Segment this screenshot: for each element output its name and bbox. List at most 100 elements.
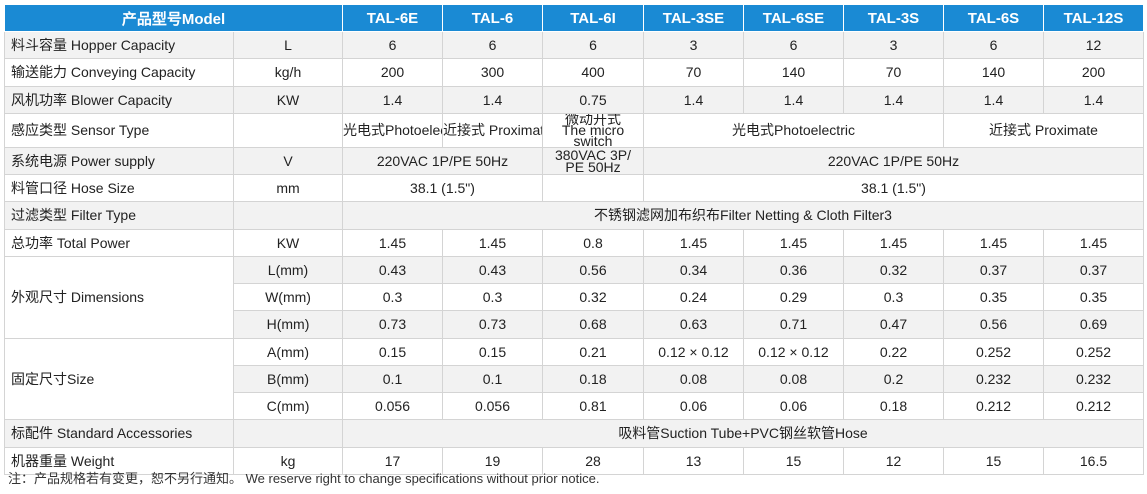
value-cell: 17 — [342, 446, 443, 475]
model-col: TAL-3S — [843, 4, 944, 32]
row-dimensions-l: 外观尺寸 Dimensions L(mm) 0.43 0.43 0.56 0.3… — [4, 255, 1144, 339]
value-cell: 400 — [542, 58, 644, 87]
value-cell: 近接式 Proximate — [943, 112, 1144, 148]
value-cell: 0.252 — [943, 337, 1044, 366]
model-col: TAL-6 — [442, 4, 543, 32]
value-cell: 220VAC 1P/PE 50Hz — [342, 146, 543, 176]
value-cell: 0.232 — [1043, 364, 1144, 394]
value-cell: 3 — [843, 30, 944, 60]
model-header: 产品型号Model — [4, 4, 343, 32]
value-cell: 0.212 — [943, 391, 1044, 421]
model-col: TAL-6S — [943, 4, 1044, 32]
value-cell: 15 — [743, 446, 844, 475]
value-cell: 光电式Photoelectric — [643, 112, 944, 148]
value-cell: 70 — [643, 58, 744, 87]
unit-cell — [233, 419, 343, 448]
value-cell: 38.1 (1.5") — [342, 173, 543, 203]
unit-cell: C(mm) — [233, 391, 343, 421]
row-fixed-b: B(mm) 0.1 0.1 0.18 0.08 0.08 0.2 0.232 0… — [5, 364, 1144, 394]
row-weight: 机器重量 Weight kg 17 19 28 13 15 12 15 16.5 — [4, 446, 1144, 475]
unit-cell: H(mm) — [233, 310, 343, 339]
value-cell: 1.45 — [643, 228, 744, 257]
value-cell: 1.4 — [442, 85, 543, 114]
value-cell: 13 — [643, 446, 744, 475]
unit-cell — [233, 201, 343, 230]
row-blower: 风机功率 Blower Capacity KW 1.4 1.4 0.75 1.4… — [4, 85, 1144, 114]
unit-cell: kg — [233, 446, 343, 475]
value-cell: 0.37 — [1043, 255, 1144, 285]
value-cell: 0.1 — [342, 364, 443, 394]
value-cell: 1.45 — [342, 228, 443, 257]
row-fixed-a: 固定尺寸Size A(mm) 0.15 0.15 0.21 0.12 × 0.1… — [4, 337, 1144, 421]
row-hose: 料管口径 Hose Size mm 38.1 (1.5") 38.1 (1.5"… — [4, 173, 1144, 203]
value-cell: 12 — [1043, 30, 1144, 60]
spec-table: 产品型号Model TAL-6E TAL-6 TAL-6I TAL-3SE TA… — [4, 4, 1144, 475]
unit-cell: mm — [233, 173, 343, 203]
unit-cell — [233, 112, 343, 148]
value-cell: 70 — [843, 58, 944, 87]
value-cell: 6 — [743, 30, 844, 60]
unit-cell: L — [233, 30, 343, 60]
value-cell: 0.35 — [943, 282, 1044, 312]
value-cell: 3 — [643, 30, 744, 60]
value-cell: 0.2 — [843, 364, 944, 394]
value-cell: 近接式 Proximate — [442, 112, 543, 148]
value-cell: 12 — [843, 446, 944, 475]
row-power-supply: 系统电源 Power supply V 220VAC 1P/PE 50Hz 38… — [4, 146, 1144, 176]
value-cell: 0.12 × 0.12 — [743, 337, 844, 366]
row-sensor: 感应类型 Sensor Type 光电式Photoelectric 近接式 Pr… — [4, 112, 1144, 148]
value-cell: 0.43 — [442, 255, 543, 285]
value-cell: 0.69 — [1043, 310, 1144, 339]
value-cell: 0.15 — [342, 337, 443, 366]
row-conveying: 输送能力 Conveying Capacity kg/h 200 300 400… — [4, 58, 1144, 87]
value-cell: 1.4 — [943, 85, 1044, 114]
value-cell — [542, 173, 644, 203]
value-cell: 300 — [442, 58, 543, 87]
value-cell: 1.45 — [843, 228, 944, 257]
value-cell: 0.08 — [743, 364, 844, 394]
row-label: 料斗容量 Hopper Capacity — [4, 30, 234, 60]
row-label: 机器重量 Weight — [4, 446, 234, 475]
value-cell: 吸料管Suction Tube+PVC钢丝软管Hose — [342, 419, 1144, 448]
row-fixed-c: C(mm) 0.056 0.056 0.81 0.06 0.06 0.18 0.… — [5, 391, 1144, 421]
value-cell: 0.06 — [643, 391, 744, 421]
unit-cell: V — [233, 146, 343, 176]
value-cell: 不锈钢滤网加布织布Filter Netting & Cloth Filter3 — [342, 201, 1144, 230]
value-cell: 0.32 — [843, 255, 944, 285]
value-cell: 19 — [442, 446, 543, 475]
value-cell: 1.4 — [643, 85, 744, 114]
value-cell: 200 — [342, 58, 443, 87]
value-cell: 0.22 — [843, 337, 944, 366]
row-label: 固定尺寸Size — [4, 337, 234, 421]
value-cell: 15 — [943, 446, 1044, 475]
value-cell: 1.45 — [743, 228, 844, 257]
value-cell: 0.12 × 0.12 — [643, 337, 744, 366]
value-cell: 1.4 — [1043, 85, 1144, 114]
value-cell: 220VAC 1P/PE 50Hz — [643, 146, 1144, 176]
row-hopper: 料斗容量 Hopper Capacity L 6 6 6 3 6 3 6 12 — [4, 30, 1144, 60]
value-cell: 0.68 — [542, 310, 644, 339]
value-cell: 0.3 — [442, 282, 543, 312]
value-cell: 38.1 (1.5") — [643, 173, 1144, 203]
row-filter: 过滤类型 Filter Type 不锈钢滤网加布织布Filter Netting… — [4, 201, 1144, 230]
value-cell: 0.34 — [643, 255, 744, 285]
unit-cell: kg/h — [233, 58, 343, 87]
value-cell: 0.08 — [643, 364, 744, 394]
unit-cell: KW — [233, 85, 343, 114]
value-cell: 6 — [442, 30, 543, 60]
value-cell: 0.29 — [743, 282, 844, 312]
header-row: 产品型号Model TAL-6E TAL-6 TAL-6I TAL-3SE TA… — [4, 4, 1144, 32]
value-cell: 0.47 — [843, 310, 944, 339]
value-cell: 0.24 — [643, 282, 744, 312]
value-cell: 6 — [542, 30, 644, 60]
value-cell: 0.3 — [843, 282, 944, 312]
value-cell: 0.18 — [542, 364, 644, 394]
value-cell: 0.056 — [342, 391, 443, 421]
value-cell: 光电式Photoelectric — [342, 112, 443, 148]
value-cell: 0.32 — [542, 282, 644, 312]
row-label: 输送能力 Conveying Capacity — [4, 58, 234, 87]
value-cell: 0.232 — [943, 364, 1044, 394]
model-col: TAL-6SE — [743, 4, 844, 32]
value-cell: 0.56 — [943, 310, 1044, 339]
value-cell: 0.8 — [542, 228, 644, 257]
